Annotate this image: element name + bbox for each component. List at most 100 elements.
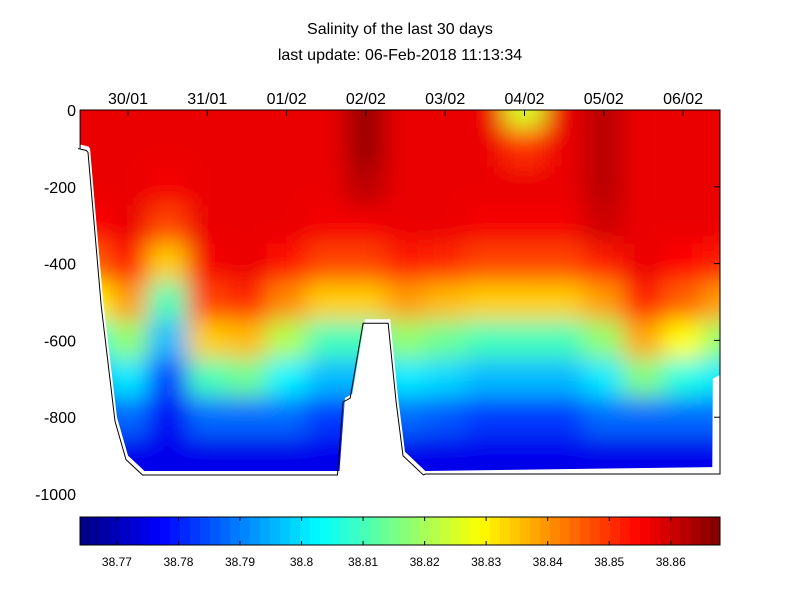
chart-title: Salinity of the last 30 days — [307, 21, 493, 38]
colorbar-tick-label: 38.82 — [410, 555, 440, 569]
heatmap-cell — [345, 166, 386, 207]
heatmap-cell — [663, 282, 704, 322]
colorbar-tick-label: 38.79 — [225, 555, 255, 569]
heatmap-cell — [187, 358, 228, 399]
heatmap-cell — [266, 110, 307, 130]
colorbar-level — [710, 517, 721, 545]
heatmap-cell — [425, 243, 466, 284]
heatmap-cell — [544, 358, 585, 399]
colorbar-level — [200, 517, 211, 545]
heatmap-cell — [385, 282, 426, 322]
colorbar-level — [640, 517, 651, 545]
heatmap-cell — [544, 166, 585, 207]
heatmap-cell — [226, 282, 267, 322]
heatmap-cell — [345, 205, 386, 246]
heatmap-cell — [623, 358, 664, 399]
colorbar-level — [190, 517, 201, 545]
colorbar-level — [130, 517, 141, 545]
chart-subtitle: last update: 06-Feb-2018 11:13:34 — [278, 47, 522, 64]
heatmap-cell — [583, 243, 624, 284]
colorbar-level — [210, 517, 221, 545]
x-tick-label: 05/02 — [584, 91, 624, 108]
heatmap-cell — [702, 358, 720, 399]
heatmap-cell — [226, 320, 267, 361]
heatmap-cell — [147, 282, 188, 322]
x-tick-label: 04/02 — [504, 91, 544, 108]
heatmap-cell — [702, 320, 720, 361]
colorbar-level — [310, 517, 321, 545]
colorbar-level — [600, 517, 611, 545]
heatmap-cell — [108, 435, 148, 471]
heatmap-cell — [702, 110, 720, 130]
colorbar-tick-label: 38.85 — [594, 555, 624, 569]
colorbar-level — [290, 517, 301, 545]
colorbar-level — [500, 517, 511, 545]
heatmap-cell — [663, 205, 704, 246]
heatmap-cell — [108, 397, 148, 438]
colorbar-level — [320, 517, 331, 545]
x-tick-label: 06/02 — [663, 91, 703, 108]
heatmap-cell — [583, 110, 624, 130]
heatmap-cell — [187, 397, 228, 438]
colorbar-tick-label: 38.84 — [533, 555, 563, 569]
heatmap-cell — [306, 320, 347, 361]
heatmap-cell — [187, 243, 228, 284]
plot-outline — [77, 109, 721, 476]
colorbar-level — [690, 517, 701, 545]
colorbar-level — [300, 517, 311, 545]
colorbar-level — [230, 517, 241, 545]
x-tick-label: 02/02 — [346, 91, 386, 108]
heatmap-cell — [345, 243, 386, 284]
colorbar-level — [80, 517, 91, 545]
heatmap-cell — [663, 166, 704, 207]
colorbar-level — [450, 517, 461, 545]
heatmap-cell — [80, 358, 109, 399]
heatmap-cell — [663, 128, 704, 169]
heatmap-cell — [425, 397, 466, 438]
colorbar — [79, 516, 721, 546]
heatmap-cell — [108, 320, 148, 361]
heatmap-cell — [464, 282, 505, 322]
colorbar-level — [670, 517, 681, 545]
heatmap-cell — [226, 358, 267, 399]
colorbar-level — [330, 517, 341, 545]
colorbar-level — [120, 517, 131, 545]
y-tick-label: 0 — [67, 103, 76, 120]
heatmap-cell — [266, 243, 307, 284]
colorbar-level — [420, 517, 431, 545]
colorbar-level — [410, 517, 421, 545]
heatmap-cell — [504, 205, 545, 246]
heatmap-cell — [702, 128, 720, 169]
x-tick-label: 30/01 — [108, 91, 148, 108]
heatmap-cell — [425, 128, 466, 169]
heatmap-cell — [623, 110, 664, 130]
colorbar-level — [530, 517, 541, 545]
heatmap-cell — [226, 397, 267, 438]
heatmap-cell — [663, 358, 704, 399]
heatmap-cell — [187, 110, 228, 130]
heatmap-cell — [345, 128, 386, 169]
colorbar-level — [240, 517, 251, 545]
colorbar-level — [360, 517, 371, 545]
colorbar-tick-label: 38.83 — [471, 555, 501, 569]
colorbar-level — [100, 517, 111, 545]
colorbar-level — [250, 517, 261, 545]
heatmap-cell — [226, 128, 267, 169]
heatmap-cell — [266, 320, 307, 361]
heatmap-cell — [306, 358, 347, 399]
colorbar-level — [220, 517, 231, 545]
heatmap-cell — [583, 128, 624, 169]
heatmap-cell — [345, 397, 386, 438]
colorbar-level — [650, 517, 661, 545]
heatmap-cell — [544, 282, 585, 322]
heatmap-cell — [544, 397, 585, 438]
colorbar-level — [170, 517, 181, 545]
heatmap-cell — [583, 320, 624, 361]
heatmap-cell — [147, 205, 188, 246]
heatmap-cell — [385, 358, 426, 399]
colorbar-level — [430, 517, 441, 545]
heatmap-cell — [226, 435, 267, 471]
heatmap-cell — [544, 205, 585, 246]
heatmap-cell — [385, 435, 426, 471]
heatmap-cell — [425, 205, 466, 246]
